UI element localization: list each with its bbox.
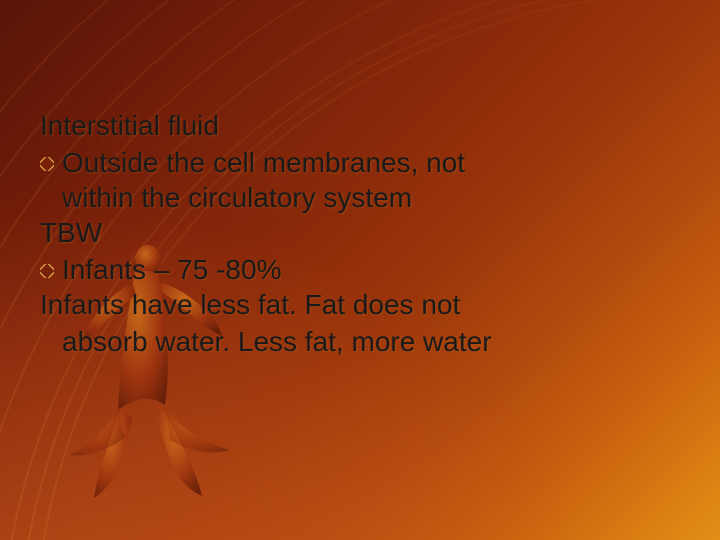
text-line: Infants have less fat. Fat does not [40,287,688,322]
text-continuation: within the circulatory system [62,180,688,215]
slide: Interstitial fluid Outside the cell memb… [0,0,720,540]
text-line: Interstitial fluid [40,108,688,143]
text-line: TBW [40,215,688,250]
slide-body: Interstitial fluid Outside the cell memb… [40,108,688,359]
bullet-item: Outside the cell membranes, not [40,145,688,180]
bullet-text: Infants – 75 -80% [62,252,281,287]
text-continuation: absorb water. Less fat, more water [62,324,688,359]
bullet-text: Outside the cell membranes, not [62,145,465,180]
bullet-icon [40,157,54,171]
bullet-icon [40,264,54,278]
bullet-item: Infants – 75 -80% [40,252,688,287]
